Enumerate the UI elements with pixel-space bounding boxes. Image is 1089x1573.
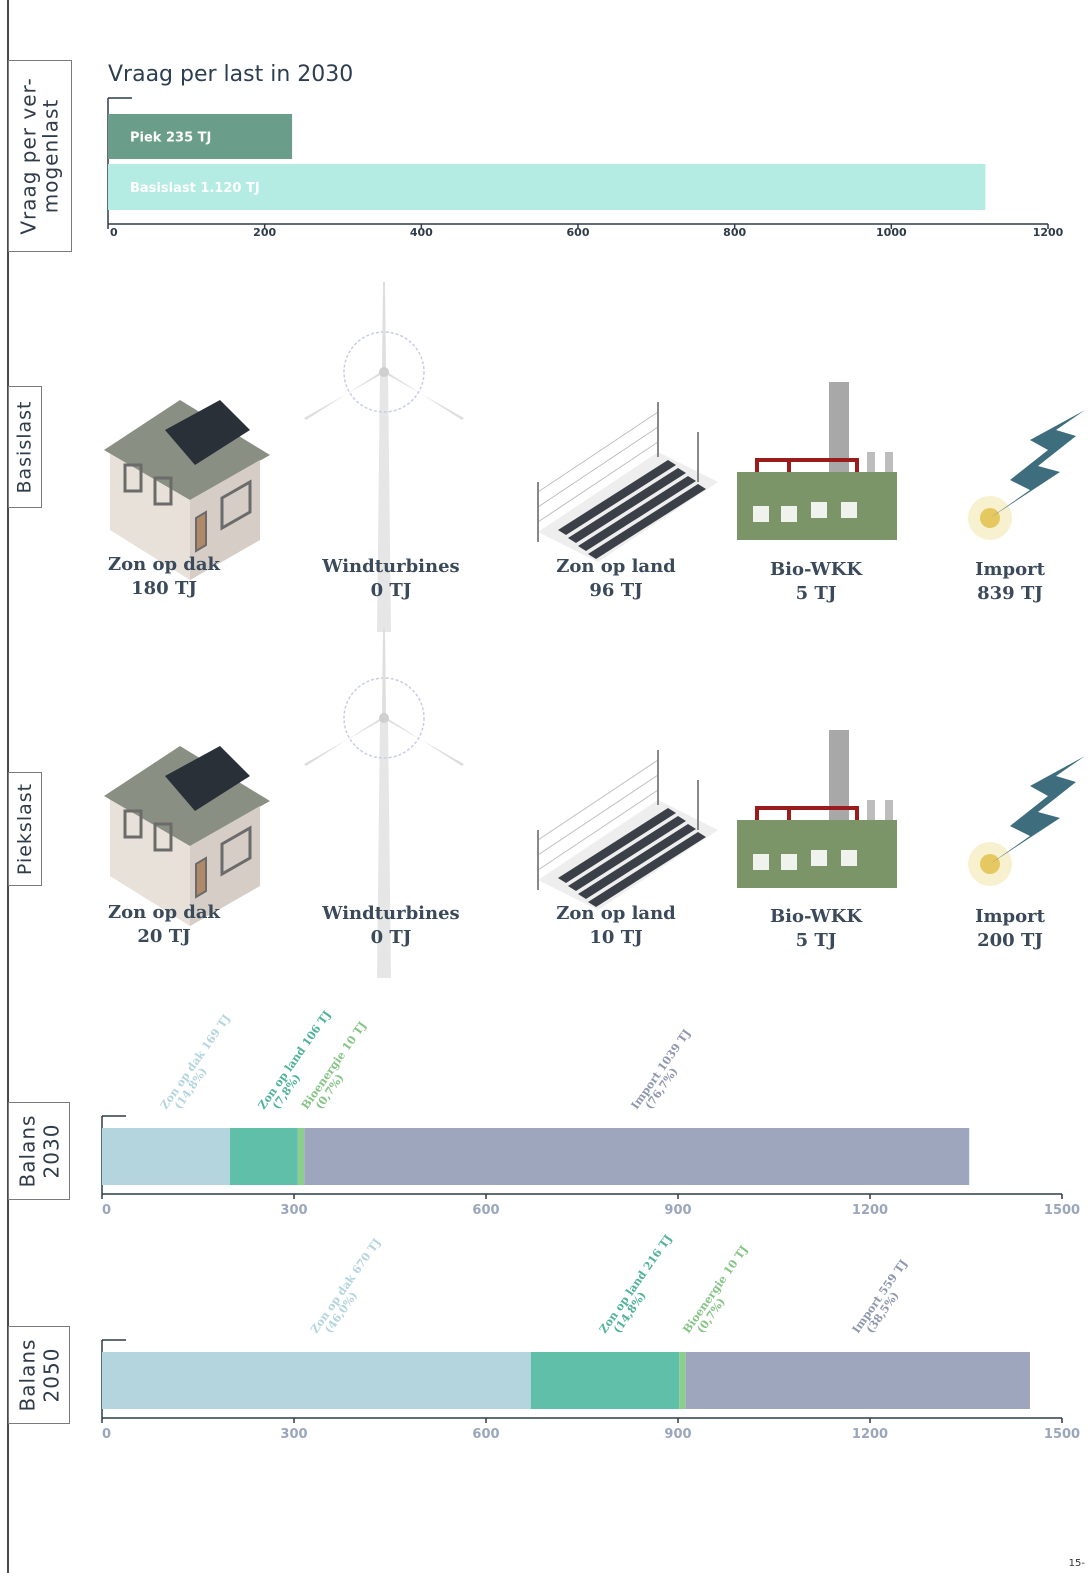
x-tick-label: 200 [253,226,276,239]
source-name: Bio-WKK [770,559,863,580]
factory-icon [735,728,899,890]
x-tick-label: 1500 [1044,1427,1080,1442]
source-value: 20 TJ [137,926,190,947]
side-label-base: Basislast [8,386,42,508]
bar-label: Basislast 1.120 TJ [130,181,260,196]
x-tick-label: 0 [102,1427,111,1442]
source-value: 0 TJ [371,580,412,601]
x-tick-label: 800 [723,226,746,239]
bar-segment [679,1352,686,1409]
x-tick-label: 1200 [852,1203,888,1218]
source-name: Windturbines [321,556,459,577]
wind-turbine-icon [303,627,465,979]
bar-segment [530,1352,680,1409]
x-tick-label: 300 [280,1427,307,1442]
source-value: 10 TJ [589,927,642,948]
source-name: Zon op land [556,556,676,577]
x-tick-label: 900 [664,1427,691,1442]
x-tick-label: 1200 [1033,226,1064,239]
bar-segment [685,1352,1030,1409]
x-tick-label: 1500 [1044,1203,1080,1218]
source-value: 96 TJ [589,580,642,601]
x-tick-label: 0 [110,226,118,239]
source-name: Windturbines [321,903,459,924]
source-name: Zon op land [556,903,676,924]
source-name: Zon op dak [108,902,221,923]
source-value: 200 TJ [977,930,1043,951]
solar-field-icon [537,401,719,563]
source-name: Bio-WKK [770,906,863,927]
factory-icon [735,380,899,542]
bar-segment [297,1128,305,1185]
x-tick-label: 600 [472,1203,499,1218]
source-value: 180 TJ [131,578,197,599]
bar [108,114,293,159]
side-label-peak: Piekslast [8,772,42,886]
solar-field-icon [537,749,719,911]
side-label-balance-2050: Balans 2050 [8,1326,70,1424]
bar-segment [102,1352,531,1409]
x-tick-label: 600 [567,226,590,239]
lightning-icon [968,756,1085,886]
bar-segment [102,1128,230,1185]
x-tick-label: 600 [472,1427,499,1442]
x-tick-label: 1000 [876,226,907,239]
bar-segment [230,1128,298,1185]
source-value: 5 TJ [796,930,837,951]
bar-segment [304,1128,970,1185]
bar-label: Piek 235 TJ [130,131,211,146]
bar [108,164,986,210]
source-value: 839 TJ [977,583,1043,604]
source-name: Import [975,906,1046,927]
x-tick-label: 1200 [852,1427,888,1442]
source-value: 0 TJ [371,927,412,948]
house-solar-icon [102,744,272,928]
source-value: 5 TJ [796,583,837,604]
x-tick-label: 400 [410,226,433,239]
x-tick-label: 300 [280,1203,307,1218]
chart-title: Vraag per last in 2030 [108,62,354,87]
lightning-icon [968,410,1085,540]
source-name: Import [975,559,1046,580]
house-solar-icon [102,398,272,582]
page-number: 15- [1068,1558,1085,1569]
side-label-demand: Vraag per ver- mogenlast [8,60,72,252]
x-tick-label: 0 [102,1203,111,1218]
x-tick-label: 900 [664,1203,691,1218]
side-label-balance-2030: Balans 2030 [8,1102,70,1200]
source-name: Zon op dak [108,554,221,575]
